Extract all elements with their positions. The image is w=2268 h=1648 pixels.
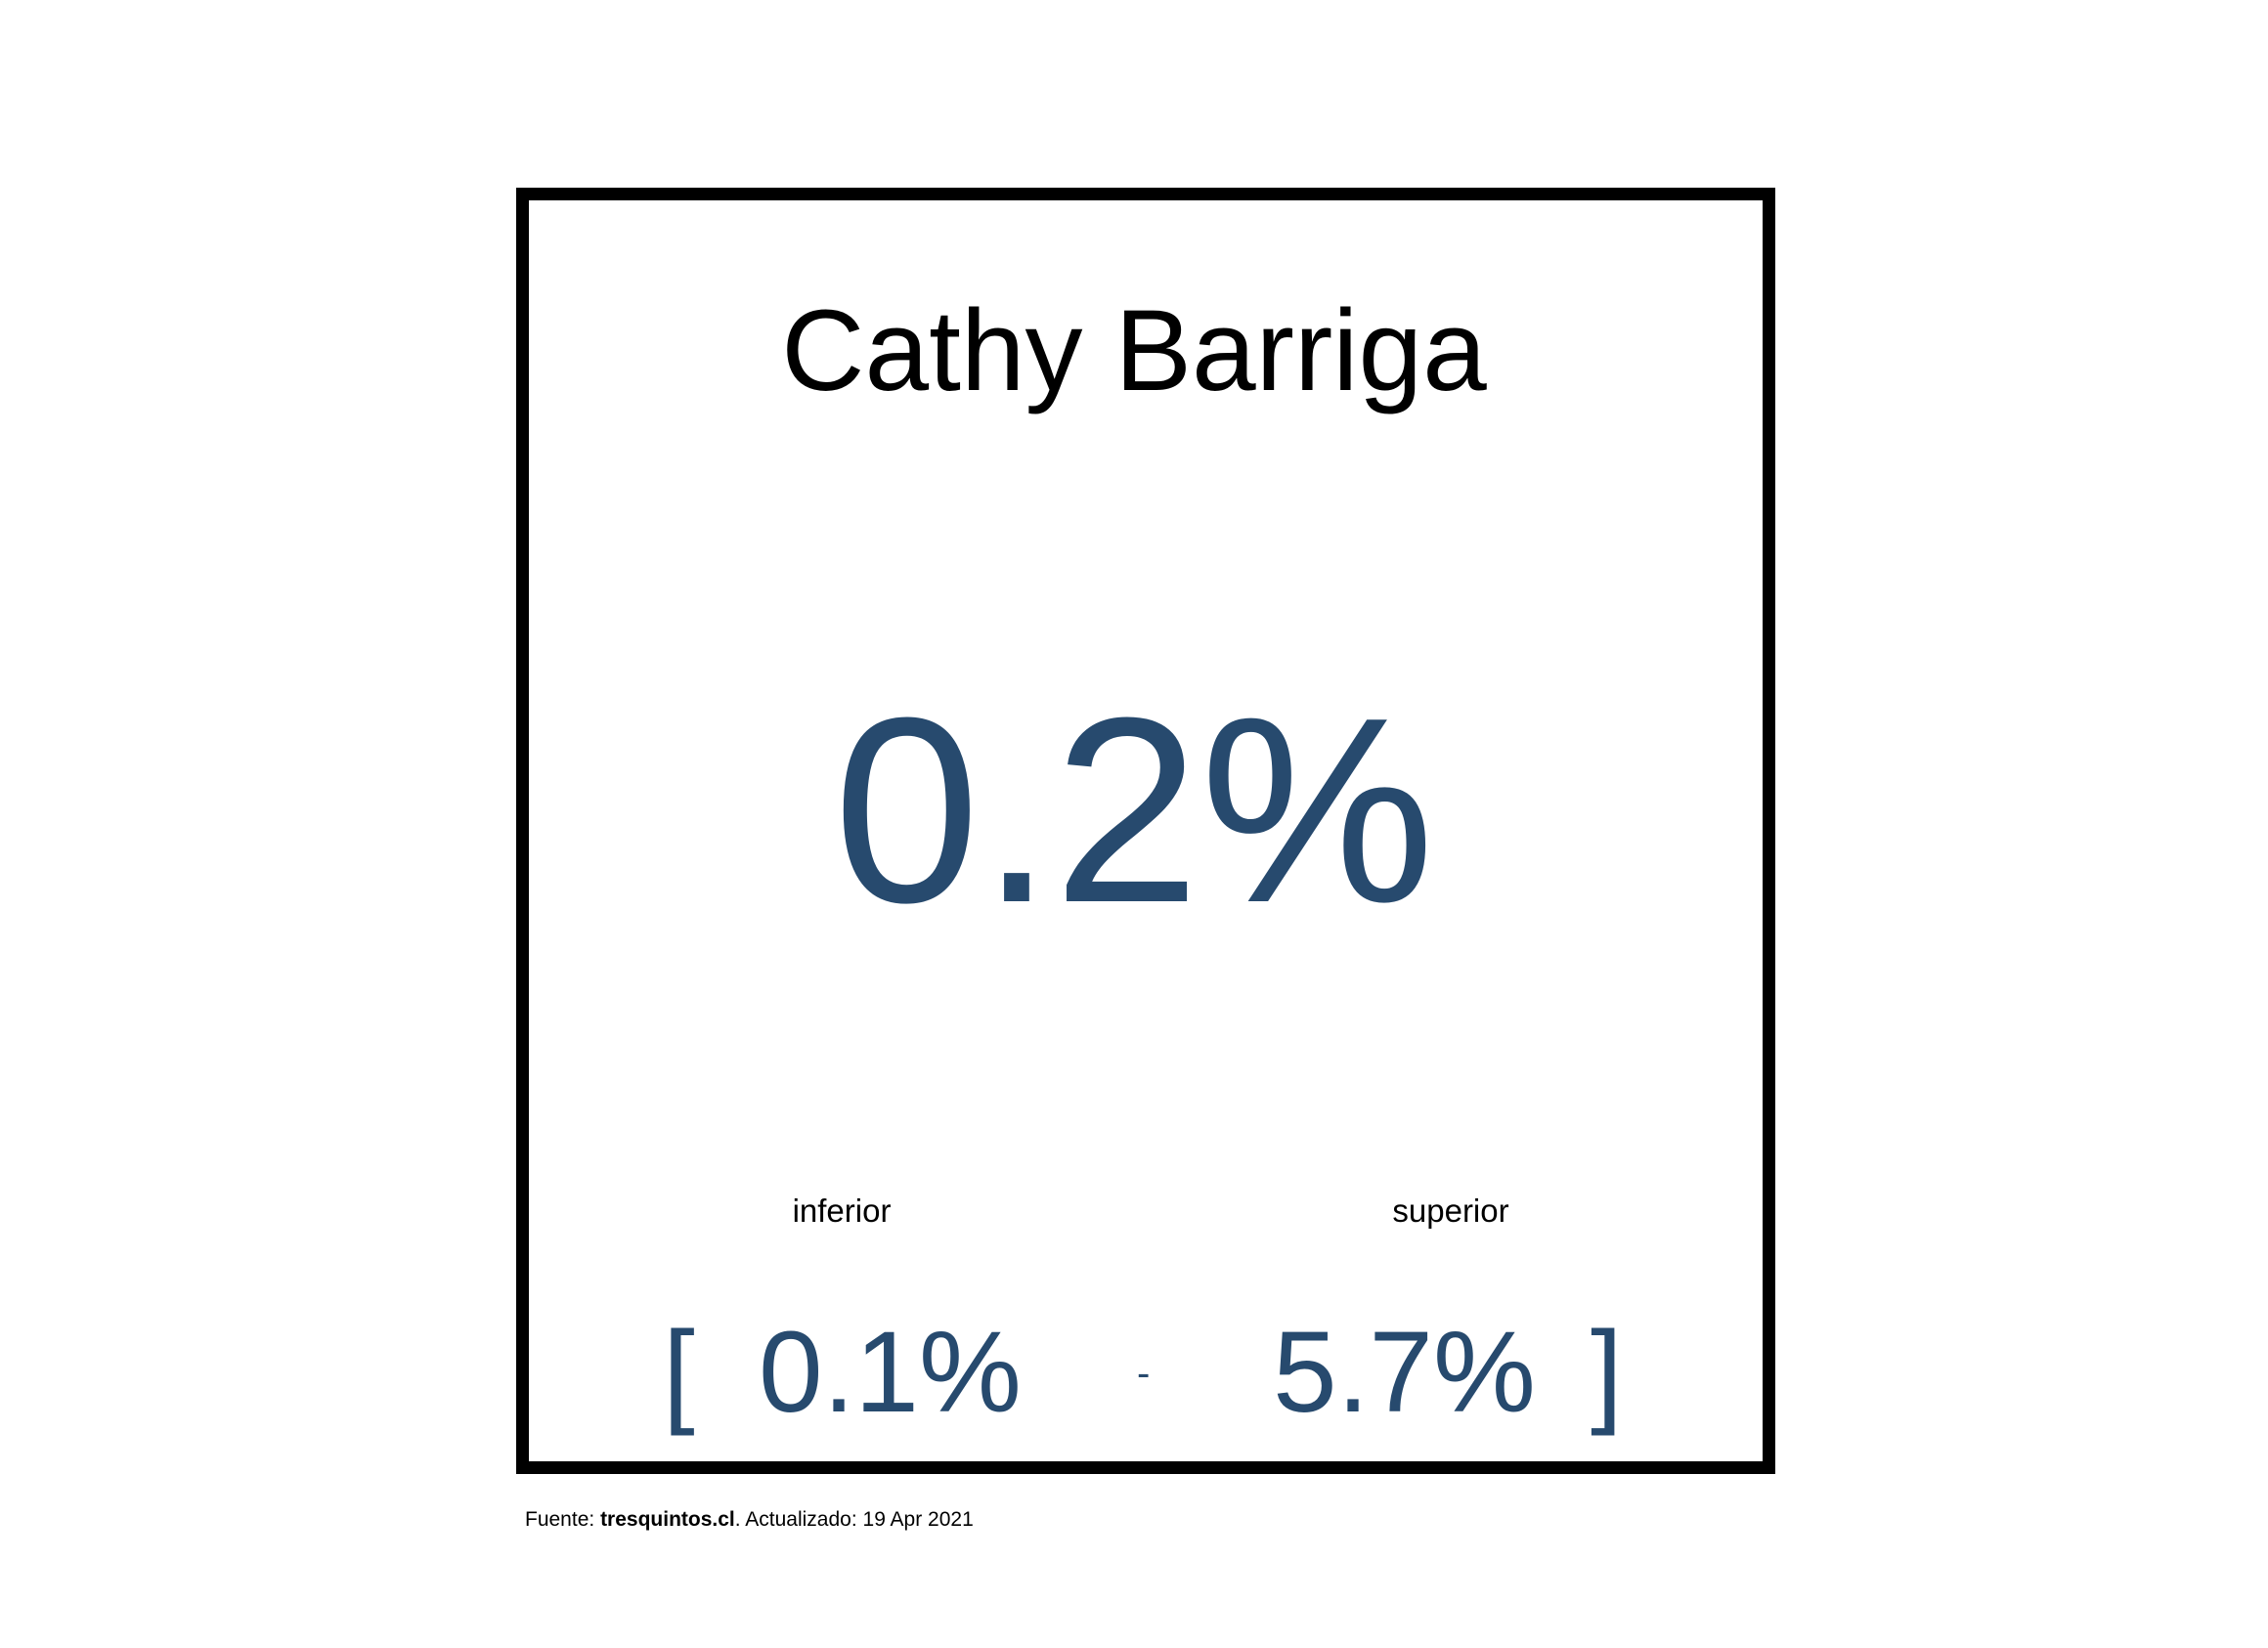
upper-bound-label: superior	[1392, 1193, 1509, 1229]
main-estimate-value: 0.2%	[833, 664, 1435, 958]
range-separator: -	[1137, 1352, 1151, 1395]
lower-bound-label: inferior	[792, 1193, 892, 1229]
close-bracket: ]	[1591, 1308, 1623, 1437]
source-prefix: Fuente:	[525, 1508, 601, 1531]
candidate-name: Cathy Barriga	[781, 286, 1487, 415]
upper-bound-value: 5.7%	[1273, 1308, 1536, 1437]
source-link-text: tresquintos.cl	[600, 1508, 735, 1531]
result-card-frame	[516, 188, 1775, 1474]
lower-bound-value: 0.1%	[759, 1308, 1022, 1437]
open-bracket: [	[663, 1308, 695, 1437]
updated-date-text: . Actualizado: 19 Apr 2021	[734, 1508, 974, 1531]
source-footer: Fuente: tresquintos.cl. Actualizado: 19 …	[525, 1509, 974, 1530]
